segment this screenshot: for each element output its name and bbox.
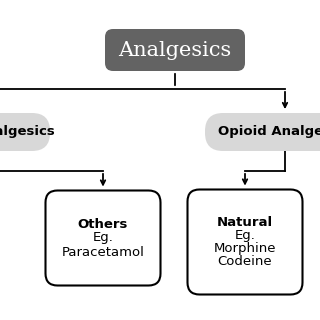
Text: Opioid Analgesics: Opioid Analgesics [218,125,320,139]
FancyBboxPatch shape [205,113,320,151]
Text: Analgesics: Analgesics [118,41,232,60]
FancyBboxPatch shape [105,29,245,71]
Text: Morphine: Morphine [214,242,276,255]
FancyBboxPatch shape [0,113,50,151]
FancyBboxPatch shape [188,189,302,294]
Text: Eg.: Eg. [92,231,113,244]
Text: Paracetamol: Paracetamol [61,245,144,259]
Text: Natural: Natural [217,216,273,229]
Text: Others: Others [78,218,128,230]
Text: Codeine: Codeine [218,255,272,268]
Text: Non-Opioid Analgesics: Non-Opioid Analgesics [0,125,54,139]
Text: Eg.: Eg. [235,229,255,242]
FancyBboxPatch shape [45,190,161,285]
